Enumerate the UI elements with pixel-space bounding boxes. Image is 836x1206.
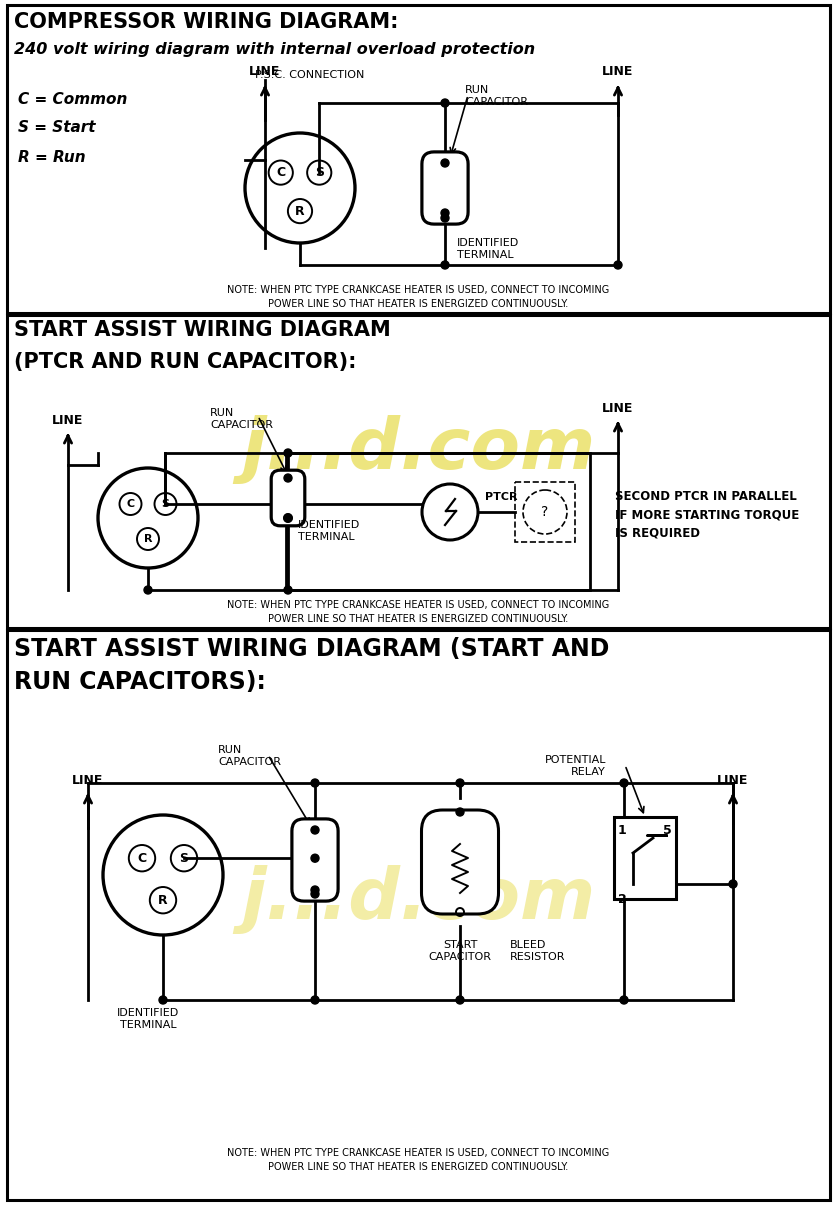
Text: NOTE: WHEN PTC TYPE CRANKCASE HEATER IS USED, CONNECT TO INCOMING
POWER LINE SO : NOTE: WHEN PTC TYPE CRANKCASE HEATER IS …: [227, 285, 609, 309]
Circle shape: [159, 996, 167, 1005]
FancyBboxPatch shape: [271, 470, 304, 526]
Circle shape: [311, 854, 319, 862]
Text: R: R: [158, 894, 167, 907]
Text: PTCR: PTCR: [484, 492, 517, 502]
Text: LINE: LINE: [52, 414, 84, 427]
FancyBboxPatch shape: [421, 810, 498, 914]
Circle shape: [619, 996, 627, 1005]
Text: S: S: [179, 851, 188, 865]
Bar: [7, 315, 829, 628]
Circle shape: [144, 586, 152, 595]
Text: P.S.C. CONNECTION: P.S.C. CONNECTION: [255, 70, 364, 80]
Text: C: C: [276, 166, 285, 180]
Text: ?: ?: [541, 505, 548, 519]
Text: (PTCR AND RUN CAPACITOR):: (PTCR AND RUN CAPACITOR):: [14, 352, 356, 371]
Text: S: S: [161, 499, 170, 509]
Bar: [514, 482, 574, 541]
Circle shape: [456, 779, 463, 788]
Bar: [286, 453, 589, 590]
Text: POTENTIAL
RELAY: POTENTIAL RELAY: [544, 755, 605, 777]
Text: RUN
CAPACITOR: RUN CAPACITOR: [465, 84, 528, 106]
Circle shape: [456, 808, 463, 816]
Text: R = Run: R = Run: [18, 150, 85, 165]
Text: 2: 2: [617, 892, 626, 906]
Text: j...d.com: j...d.com: [241, 866, 594, 935]
Text: j...d.com: j...d.com: [241, 416, 594, 485]
Text: RUN
CAPACITOR: RUN CAPACITOR: [210, 408, 273, 429]
Bar: [7, 630, 829, 1200]
FancyBboxPatch shape: [421, 152, 467, 224]
Circle shape: [614, 260, 621, 269]
Circle shape: [311, 996, 319, 1005]
Text: LINE: LINE: [72, 774, 104, 788]
Circle shape: [283, 586, 292, 595]
Text: IDENTIFIED
TERMINAL: IDENTIFIED TERMINAL: [117, 1008, 179, 1030]
Text: START ASSIST WIRING DIAGRAM: START ASSIST WIRING DIAGRAM: [14, 320, 390, 340]
Text: C: C: [137, 851, 146, 865]
Text: RUN CAPACITORS):: RUN CAPACITORS):: [14, 671, 266, 693]
Text: S = Start: S = Start: [18, 121, 95, 135]
FancyBboxPatch shape: [292, 819, 338, 901]
Circle shape: [441, 159, 448, 166]
Text: START
CAPACITOR: START CAPACITOR: [428, 939, 491, 961]
Text: BLEED
RESISTOR: BLEED RESISTOR: [509, 939, 565, 961]
Circle shape: [311, 886, 319, 894]
Text: C: C: [126, 499, 135, 509]
Text: C = Common: C = Common: [18, 92, 127, 107]
Circle shape: [283, 514, 292, 522]
Text: START ASSIST WIRING DIAGRAM (START AND: START ASSIST WIRING DIAGRAM (START AND: [14, 637, 609, 661]
Circle shape: [311, 890, 319, 898]
Circle shape: [283, 474, 292, 482]
Bar: [7, 5, 829, 314]
Bar: [614, 816, 675, 898]
Text: SECOND PTCR IN PARALLEL
IF MORE STARTING TORQUE
IS REQUIRED: SECOND PTCR IN PARALLEL IF MORE STARTING…: [614, 490, 798, 539]
Text: NOTE: WHEN PTC TYPE CRANKCASE HEATER IS USED, CONNECT TO INCOMING
POWER LINE SO : NOTE: WHEN PTC TYPE CRANKCASE HEATER IS …: [227, 1148, 609, 1172]
Circle shape: [441, 213, 448, 222]
Text: 1: 1: [617, 824, 626, 837]
Text: IDENTIFIED
TERMINAL: IDENTIFIED TERMINAL: [456, 238, 518, 259]
Circle shape: [619, 779, 627, 788]
Circle shape: [456, 996, 463, 1005]
Text: LINE: LINE: [249, 65, 280, 78]
Text: S: S: [314, 166, 324, 180]
Text: NOTE: WHEN PTC TYPE CRANKCASE HEATER IS USED, CONNECT TO INCOMING
POWER LINE SO : NOTE: WHEN PTC TYPE CRANKCASE HEATER IS …: [227, 601, 609, 624]
Text: RUN
CAPACITOR: RUN CAPACITOR: [217, 745, 281, 767]
Circle shape: [441, 260, 448, 269]
Circle shape: [283, 449, 292, 457]
Text: COMPRESSOR WIRING DIAGRAM:: COMPRESSOR WIRING DIAGRAM:: [14, 12, 398, 33]
Circle shape: [311, 826, 319, 835]
Text: IDENTIFIED
TERMINAL: IDENTIFIED TERMINAL: [298, 520, 359, 541]
Circle shape: [441, 99, 448, 107]
Text: 5: 5: [662, 824, 671, 837]
Text: LINE: LINE: [602, 65, 633, 78]
Text: R: R: [295, 205, 304, 217]
Text: 240 volt wiring diagram with internal overload protection: 240 volt wiring diagram with internal ov…: [14, 42, 534, 57]
Text: LINE: LINE: [602, 402, 633, 415]
Circle shape: [441, 209, 448, 217]
Circle shape: [311, 779, 319, 788]
Circle shape: [728, 880, 737, 888]
Text: R: R: [144, 534, 152, 544]
Text: LINE: LINE: [716, 774, 747, 788]
